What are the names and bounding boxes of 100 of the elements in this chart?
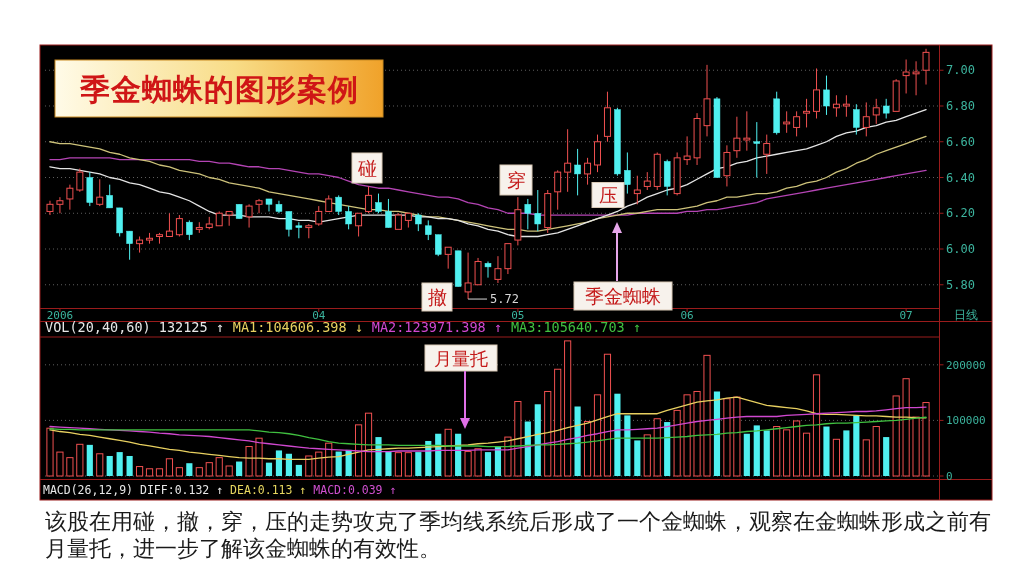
candlestick <box>484 261 492 279</box>
bar <box>245 446 253 477</box>
bar <box>883 437 890 476</box>
y-tick-label: 7.00 <box>946 63 975 78</box>
bar <box>583 421 592 477</box>
candlestick <box>494 255 502 284</box>
bar <box>335 451 342 476</box>
bar <box>723 398 731 477</box>
candlestick <box>912 60 920 96</box>
candlestick <box>564 128 572 193</box>
bar <box>464 451 472 477</box>
bar <box>66 457 74 477</box>
bar <box>713 391 721 476</box>
candlestick <box>46 200 54 216</box>
bar <box>554 368 562 477</box>
bar <box>474 448 482 477</box>
bar <box>325 442 333 477</box>
bar <box>444 428 452 477</box>
annotation: 季金蜘蛛 <box>585 285 661 307</box>
bar <box>295 464 302 476</box>
text: DIFF:0.132 ↑ <box>140 483 224 497</box>
bar <box>574 406 581 476</box>
x-tick-label: 04 <box>312 309 326 322</box>
bar <box>285 453 292 476</box>
candlestick <box>574 148 581 196</box>
candlestick <box>902 59 910 94</box>
y-tick-label: 0 <box>946 469 953 483</box>
candlestick <box>723 144 731 187</box>
candlestick <box>922 48 930 86</box>
bar <box>76 443 84 477</box>
text: MA2:123971.398 ↑ <box>371 319 502 335</box>
candlestick <box>56 196 64 214</box>
candlestick <box>753 121 761 178</box>
candlestick <box>534 189 542 232</box>
bar <box>145 468 154 477</box>
line-series <box>49 135 927 232</box>
text: MACD(26,12,9) <box>43 483 134 497</box>
bar <box>564 340 572 477</box>
bar <box>683 394 691 477</box>
candlestick <box>743 110 751 152</box>
line-series <box>49 416 927 448</box>
bar <box>892 395 900 477</box>
candlestick <box>633 175 641 205</box>
bar <box>524 421 531 476</box>
bar <box>255 437 263 477</box>
candlestick <box>245 203 253 229</box>
bar <box>643 434 651 477</box>
bar <box>922 402 930 477</box>
candlestick <box>425 219 432 241</box>
bar <box>872 426 880 477</box>
bar <box>455 433 462 476</box>
candlestick <box>295 221 303 239</box>
x-tick-label: 07 <box>899 309 913 322</box>
text: DEA:0.113 ↑ <box>230 483 307 497</box>
line-series <box>49 406 927 453</box>
annotation: 碰 <box>356 157 377 179</box>
candlestick <box>803 98 811 128</box>
candlestick <box>66 184 74 211</box>
bar <box>305 455 313 477</box>
bar <box>415 452 422 476</box>
y-tick-label: 6.80 <box>946 98 975 113</box>
bar <box>46 427 54 477</box>
candlestick <box>733 116 741 159</box>
text: MACD:0.039 ↑ <box>313 483 397 497</box>
bar <box>902 378 910 477</box>
bar <box>165 458 174 477</box>
bar <box>703 354 711 477</box>
bar <box>315 451 323 477</box>
bar <box>265 462 273 476</box>
y-tick-label: 5.80 <box>946 277 975 292</box>
candlestick <box>285 210 293 237</box>
bar <box>812 374 821 477</box>
y-tick-label: 100000 <box>946 413 986 427</box>
candlestick <box>842 94 850 118</box>
bar <box>385 451 392 476</box>
candlestick <box>823 75 830 116</box>
bar <box>853 415 860 476</box>
bar <box>862 439 870 477</box>
candlestick <box>186 219 193 241</box>
candlestick <box>434 234 442 257</box>
y-tick-label: 6.00 <box>946 242 975 257</box>
x-tick-label: 06 <box>680 309 694 322</box>
candlestick <box>375 193 382 214</box>
bar <box>275 450 283 476</box>
candlestick <box>703 64 711 137</box>
bar <box>106 455 113 476</box>
bar <box>435 433 442 476</box>
bar <box>355 424 363 477</box>
bar <box>753 425 760 476</box>
candlestick <box>882 98 890 120</box>
annotation: 穿 <box>506 169 526 191</box>
text: MA1:104606.398 ↓ <box>232 319 363 335</box>
candlestick <box>832 94 840 118</box>
y-tick-label: 6.20 <box>946 206 975 221</box>
bar <box>673 409 681 477</box>
bar <box>693 390 701 477</box>
bar <box>126 455 133 476</box>
bar <box>135 466 144 477</box>
bar <box>843 430 850 476</box>
bar <box>763 430 770 476</box>
